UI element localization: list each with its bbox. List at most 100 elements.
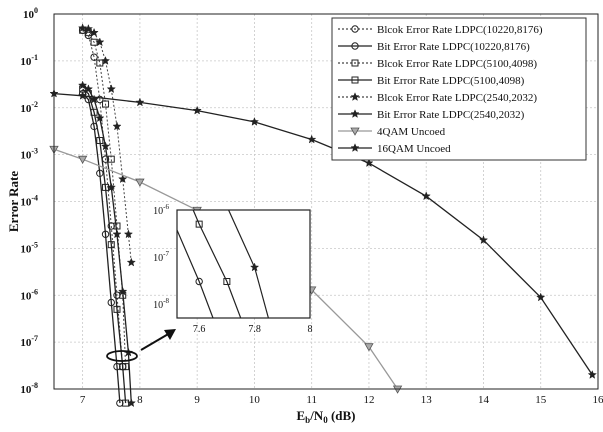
arrow-icon (164, 329, 176, 340)
data-point (95, 113, 105, 123)
y-tick-label: 10-7 (20, 334, 38, 349)
inset-data-point (195, 277, 203, 286)
data-point (96, 169, 104, 177)
data-point (249, 117, 260, 126)
x-tick-label: 9 (194, 394, 200, 406)
zoom-callout (106, 329, 176, 362)
data-point (118, 286, 128, 296)
data-point (112, 229, 122, 239)
data-point (106, 84, 116, 94)
data-point (113, 305, 121, 313)
zoom-arrow-shaft (140, 332, 171, 351)
zoom-ellipse (106, 350, 138, 362)
x-axis-label: Eb/N0 (dB) (297, 408, 356, 425)
legend-entry: Bit Error Rate LDPC(2540,2032) (377, 109, 525, 121)
legend-swatch-marker (350, 143, 360, 152)
data-point (107, 241, 115, 249)
data-point (102, 100, 110, 108)
data-point (77, 155, 88, 164)
data-point (83, 84, 94, 94)
x-label-sub: b (305, 415, 310, 425)
legend-entry: Bit Error Rate LDPC(5100,4098) (377, 75, 525, 87)
y-tick-exponent: -3 (31, 147, 38, 156)
data-point (102, 183, 110, 191)
y-tick-exponent: -1 (31, 53, 38, 62)
y-tick-label: 10-2 (20, 100, 38, 115)
series-line (82, 27, 132, 263)
data-point (307, 134, 317, 144)
series (79, 26, 130, 371)
x-tick-label: 14 (478, 394, 490, 406)
data-point (126, 257, 136, 267)
data-point (96, 137, 104, 145)
y-tick-exponent: 0 (34, 6, 38, 15)
y-tick-label: 10-1 (20, 53, 38, 68)
data-point (107, 298, 115, 307)
x-label-sub: 0 (323, 415, 328, 425)
data-point (421, 191, 431, 201)
data-point (96, 59, 104, 67)
legend-entry: Blcok Error Rate LDPC(10220,8176) (377, 24, 543, 36)
data-point (89, 27, 99, 37)
data-point (118, 174, 128, 184)
data-point (119, 363, 127, 371)
x-tick-label: 13 (421, 394, 433, 406)
x-label-part: /N (309, 408, 324, 423)
inset-data-point (249, 262, 260, 272)
data-point (77, 23, 88, 33)
y-tick-label: 10-6 (20, 287, 38, 302)
y-tick-label: 10-3 (20, 147, 38, 162)
data-point (536, 292, 546, 302)
x-axis-ticks: 7 8 9 10 11 12 13 14 15 16 (80, 394, 603, 406)
series-line (82, 93, 121, 404)
series (77, 23, 136, 267)
data-point (100, 141, 111, 151)
data-point (83, 23, 94, 33)
x-label-part: (dB) (328, 408, 356, 423)
y-tick-exponent: -6 (31, 287, 38, 296)
series-line (82, 88, 127, 404)
data-point (100, 56, 111, 65)
data-point (90, 108, 98, 116)
series (77, 80, 136, 408)
data-point (587, 370, 597, 379)
legend-swatch-marker (350, 127, 360, 136)
data-point (107, 155, 115, 163)
legend: Blcok Error Rate LDPC(10220,8176) Bit Err… (331, 17, 587, 161)
series (79, 85, 130, 407)
data-point (123, 229, 134, 239)
y-axis-ticks: 100 10-1 10-2 10-3 10-4 10-5 10-6 10-7 10-8 (20, 6, 38, 396)
data-point (95, 37, 105, 47)
x-tick-label: 16 (593, 394, 603, 406)
inset-series-line (227, 210, 269, 318)
data-point (192, 105, 202, 115)
data-point (106, 182, 116, 192)
series-line (82, 29, 124, 367)
legend-swatch-marker (351, 25, 359, 33)
x-tick-label: 7 (80, 394, 86, 406)
x-tick-label: 10 (249, 394, 261, 406)
data-point (77, 80, 88, 90)
inset-data-point (223, 278, 231, 286)
x-label-part: E (297, 408, 306, 423)
x-tick-label: 11 (306, 394, 317, 406)
data-point (77, 90, 88, 100)
data-point (364, 343, 374, 352)
x-tick-label: 8 (137, 394, 143, 406)
data-point (126, 398, 136, 408)
y-tick-label: 10-8 (20, 381, 38, 396)
inset-x-tick-label: 8 (308, 324, 313, 335)
legend-swatch-marker (350, 92, 360, 101)
legend-swatch-marker (350, 109, 360, 118)
inset-y-tick-exponent: -6 (163, 203, 169, 211)
inset-y-tick-label: 10-8 (153, 297, 169, 311)
y-tick-label: 10-5 (20, 240, 38, 255)
data-point (90, 53, 98, 61)
legend-swatch-marker (351, 59, 359, 67)
legend-swatch-marker (351, 76, 359, 84)
inset-y-tick-label: 10-7 (153, 250, 169, 264)
legend-entry: Blcok Error Rate LDPC(5100,4098) (377, 58, 537, 70)
y-tick-exponent: -4 (31, 194, 38, 203)
inset-plot: 7.6 7.8 8 10-6 10-7 10-8 (153, 203, 313, 335)
